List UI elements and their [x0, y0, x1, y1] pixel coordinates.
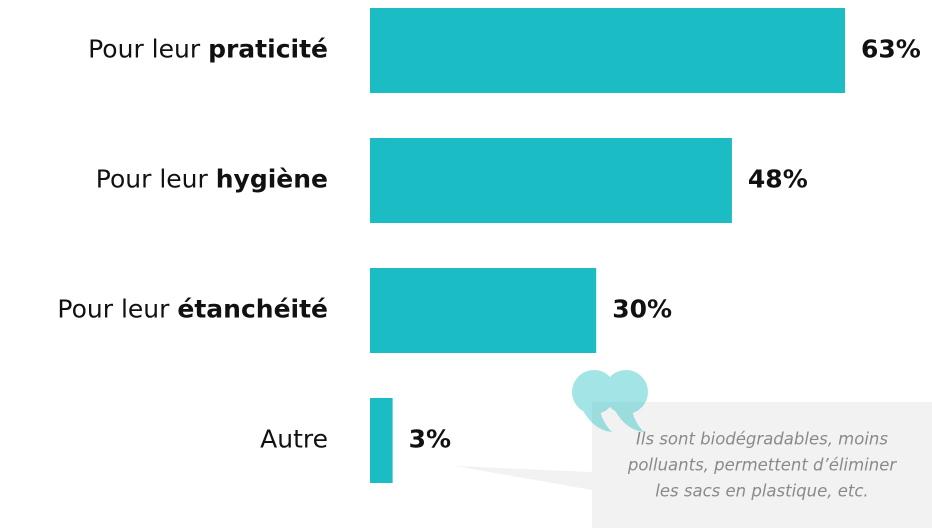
category-label: Pour leur étanchéité — [57, 295, 328, 324]
quote-icon — [572, 370, 648, 432]
bar — [370, 398, 393, 483]
bar — [370, 268, 597, 353]
value-label: 48% — [748, 165, 808, 194]
quote-line: les sacs en plastique, etc. — [655, 482, 868, 501]
bar — [370, 8, 846, 93]
quote-line: polluants, permettent d’éliminer — [627, 456, 898, 475]
category-label: Autre — [260, 425, 328, 454]
callout-box — [455, 402, 932, 528]
bar — [370, 138, 732, 223]
quote-line: Ils sont biodégradables, moins — [636, 430, 888, 449]
value-label: 3% — [409, 425, 451, 454]
callout — [455, 370, 932, 528]
value-label: 63% — [861, 35, 921, 64]
category-label: Pour leur hygiène — [96, 165, 328, 194]
value-label: 30% — [612, 295, 672, 324]
category-label: Pour leur praticité — [88, 35, 328, 64]
